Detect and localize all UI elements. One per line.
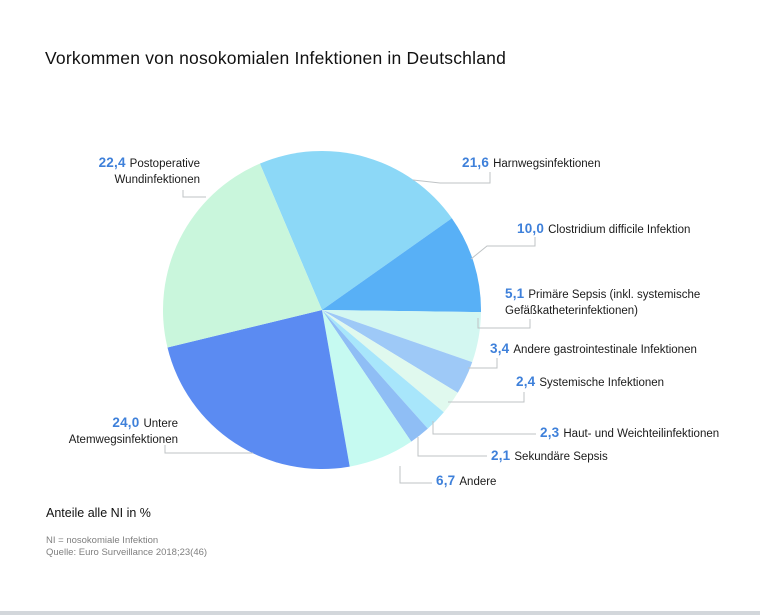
- pie-slice-andere-gastrointestinale-infektionen: [322, 310, 473, 393]
- leader-line-sekundaere-sepsis: [417, 437, 487, 457]
- leader-line-haut-und-weichteilinfektionen: [432, 421, 536, 435]
- leader-line-systemische-infektionen: [448, 392, 525, 403]
- footnote-abbreviation: NI = nosokomiale Infektion: [46, 535, 159, 546]
- leader-line-untere-atemwegsinfektionen: [164, 445, 253, 454]
- leader-line-primaere-sepsis: [477, 318, 531, 329]
- pie-slice-haut-und-weichteilinfektionen: [322, 310, 444, 429]
- pie-slice-clostridium-difficile-infektion: [322, 218, 482, 313]
- chart-title: Vorkommen von nosokomialen Infektionen i…: [45, 48, 507, 68]
- footnote-source: Quelle: Euro Surveillance 2018;23(46): [46, 547, 208, 558]
- leader-line-postoperative-wundinfektionen: [182, 190, 206, 198]
- unit-note: Anteile alle NI in %: [46, 506, 151, 520]
- pie-slice-harnwegsinfektionen: [259, 151, 452, 310]
- pie-slice-untere-atemwegsinfektionen: [167, 310, 350, 470]
- pie-slice-primaere-sepsis: [322, 310, 481, 363]
- leader-line-andere-gastrointestinale-infektionen: [468, 358, 498, 369]
- pie-slice-systemische-infektionen: [322, 310, 458, 413]
- pie-slice-andere: [322, 310, 412, 467]
- pie-slice-sekundaere-sepsis: [322, 310, 428, 442]
- leader-line-harnwegsinfektionen: [412, 172, 491, 184]
- leader-line-clostridium-difficile-infektion: [470, 237, 536, 260]
- leader-line-andere: [399, 466, 432, 484]
- window-bottom-edge: [0, 611, 760, 615]
- pie-slice-postoperative-wundinfektionen: [162, 163, 322, 348]
